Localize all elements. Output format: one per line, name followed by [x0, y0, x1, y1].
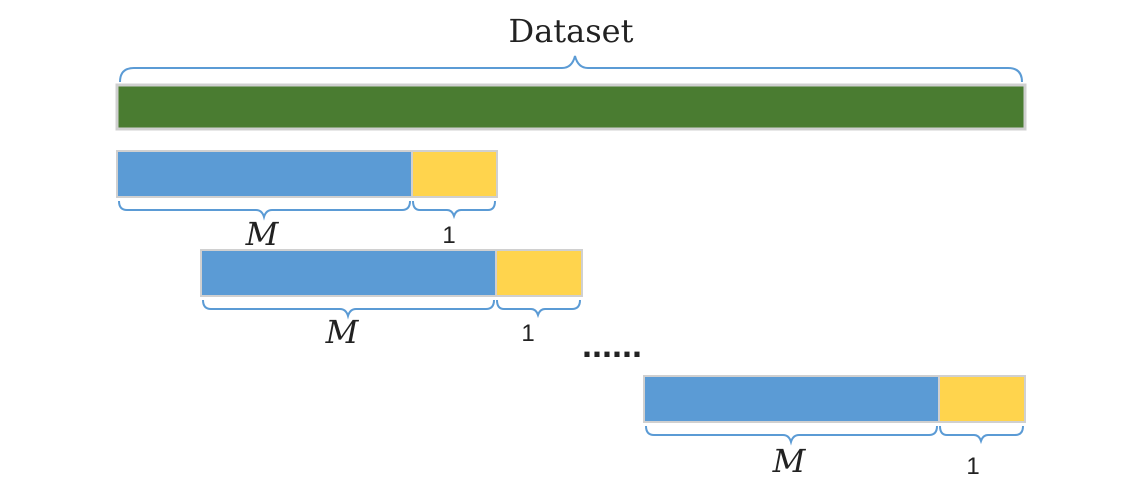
train-segment	[643, 375, 940, 423]
test-segment	[411, 150, 498, 198]
train-segment	[200, 249, 497, 297]
train-brace	[645, 425, 938, 446]
test-segment	[938, 375, 1026, 423]
train-label: M	[245, 215, 280, 253]
test-label: 1	[521, 320, 534, 347]
test-segment	[495, 249, 583, 297]
window-1: M 1	[116, 150, 498, 253]
train-segment	[116, 150, 413, 198]
test-brace	[496, 299, 581, 319]
ellipsis: ......	[582, 324, 642, 365]
dataset-bar	[115, 83, 1027, 131]
train-brace	[202, 299, 495, 320]
train-label: M	[772, 442, 807, 480]
dataset-title: Dataset	[509, 12, 634, 50]
test-brace	[939, 425, 1024, 445]
test-label: 1	[966, 453, 979, 480]
train-label: M	[325, 313, 360, 351]
window-2: M 1	[200, 249, 583, 351]
test-label: 1	[442, 222, 455, 249]
train-brace	[118, 200, 411, 221]
window-3: M 1	[643, 375, 1026, 480]
dataset-brace	[119, 55, 1023, 83]
test-brace	[412, 200, 496, 220]
